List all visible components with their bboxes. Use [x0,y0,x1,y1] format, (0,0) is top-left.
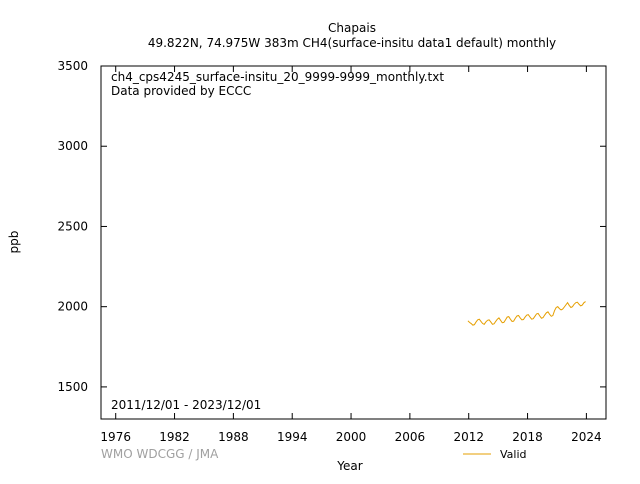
legend-label-valid: Valid [500,448,527,461]
y-tick-label: 1500 [57,380,88,394]
provider-annotation: Data provided by ECCC [111,84,251,98]
x-axis-label: Year [336,459,362,473]
chart-title: Chapais [328,21,376,35]
plot-frame [100,65,607,420]
y-tick-label: 2500 [57,219,88,233]
credit-annotation: WMO WDCGG / JMA [101,447,219,461]
x-axis: 1976 1982 1988 1994 2000 2006 2012 2018 2024 [100,66,602,444]
y-tick-label: 2000 [57,300,88,314]
series-layer [467,301,586,326]
x-tick-label: 1982 [159,430,190,444]
x-tick-label: 1988 [218,430,249,444]
chart-subtitle: 49.822N, 74.975W 383m CH4(surface-insitu… [148,36,556,50]
period-annotation: 2011/12/01 - 2023/12/01 [111,398,261,412]
file-annotation: ch4_cps4245_surface-insitu_20_9999-9999_… [111,70,444,84]
x-tick-label: 2012 [453,430,484,444]
x-tick-label: 2018 [512,430,543,444]
y-tick-label: 3500 [57,59,88,73]
x-tick-label: 2000 [336,430,367,444]
y-tick-label: 3000 [57,139,88,153]
y-axis-label: ppb [7,231,21,254]
x-tick-label: 1976 [100,430,131,444]
series-line-valid [467,301,586,326]
x-tick-label: 2006 [395,430,426,444]
x-tick-label: 2024 [571,430,602,444]
x-tick-label: 1994 [277,430,308,444]
y-axis: 1500 2000 2500 3000 3500 [57,59,606,394]
legend: Valid [463,448,527,461]
